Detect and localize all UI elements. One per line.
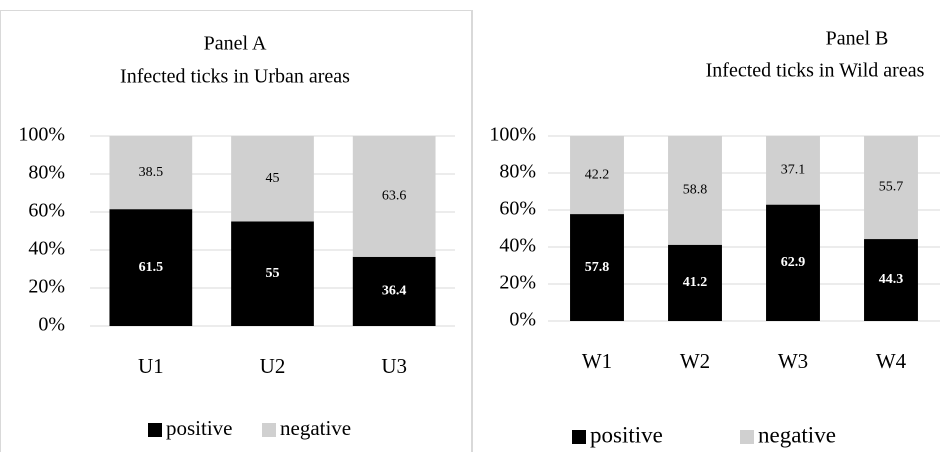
x-tick-label: W3 xyxy=(778,349,808,373)
y-tick-label: 60% xyxy=(28,200,65,222)
data-label: 37.1 xyxy=(781,163,806,178)
y-tick-label: 80% xyxy=(28,162,65,184)
data-label: 61.5 xyxy=(139,260,164,275)
data-label: 58.8 xyxy=(683,183,708,198)
bar-segment xyxy=(352,256,436,326)
y-tick-label: 0% xyxy=(38,314,65,336)
bar-segment xyxy=(570,136,624,215)
data-label: 36.4 xyxy=(382,284,407,299)
x-tick-label: U2 xyxy=(260,354,286,378)
legend-swatch xyxy=(572,430,586,444)
bar-segment xyxy=(864,136,918,240)
data-label: 55 xyxy=(266,266,280,281)
x-tick-label: W2 xyxy=(680,349,710,373)
bar-segment xyxy=(352,136,436,257)
x-tick-label: W1 xyxy=(582,349,612,373)
bar-segment xyxy=(109,136,193,210)
bar-segment xyxy=(109,209,193,326)
legend-swatch xyxy=(740,430,754,444)
legend-swatch xyxy=(148,423,162,437)
legend-label: negative xyxy=(758,422,836,447)
bar-segment xyxy=(668,244,722,321)
bar-segment xyxy=(570,214,624,321)
bar-segment xyxy=(766,136,820,205)
data-label: 42.2 xyxy=(585,167,610,182)
y-tick-label: 100% xyxy=(489,124,536,146)
y-tick-label: 0% xyxy=(509,309,536,331)
bar-segment xyxy=(231,136,314,222)
y-tick-label: 80% xyxy=(499,161,536,183)
y-tick-label: 40% xyxy=(28,238,65,260)
legend-label: negative xyxy=(280,416,351,440)
data-label: 62.9 xyxy=(781,255,806,270)
data-label: 41.2 xyxy=(683,275,708,290)
data-label: 57.8 xyxy=(585,260,610,275)
bar-segment xyxy=(766,204,820,321)
y-tick-label: 60% xyxy=(499,198,536,220)
legend-label: positive xyxy=(590,422,663,447)
chart-title: Panel A xyxy=(204,33,267,55)
bar-segment xyxy=(231,221,314,326)
bar-segment xyxy=(668,136,722,245)
legend-swatch xyxy=(262,423,276,437)
chart-subtitle: Infected ticks in Urban areas xyxy=(120,66,350,88)
y-tick-label: 20% xyxy=(499,272,536,294)
data-label: 38.5 xyxy=(139,165,164,180)
x-tick-label: W4 xyxy=(876,349,907,373)
y-tick-label: 20% xyxy=(28,276,65,298)
data-label: 63.6 xyxy=(382,189,407,204)
x-tick-label: U1 xyxy=(138,354,164,378)
data-label: 45 xyxy=(266,171,280,186)
chart-subtitle: Infected ticks in Wild areas xyxy=(706,60,925,82)
bar-segment xyxy=(864,239,918,321)
y-tick-label: 100% xyxy=(18,124,65,146)
data-label: 44.3 xyxy=(879,272,904,287)
x-tick-label: U3 xyxy=(381,354,407,378)
panel-border xyxy=(0,10,472,452)
y-tick-label: 40% xyxy=(499,235,536,257)
chart-title: Panel B xyxy=(826,28,889,50)
data-label: 55.7 xyxy=(879,180,904,195)
legend-label: positive xyxy=(166,416,233,440)
